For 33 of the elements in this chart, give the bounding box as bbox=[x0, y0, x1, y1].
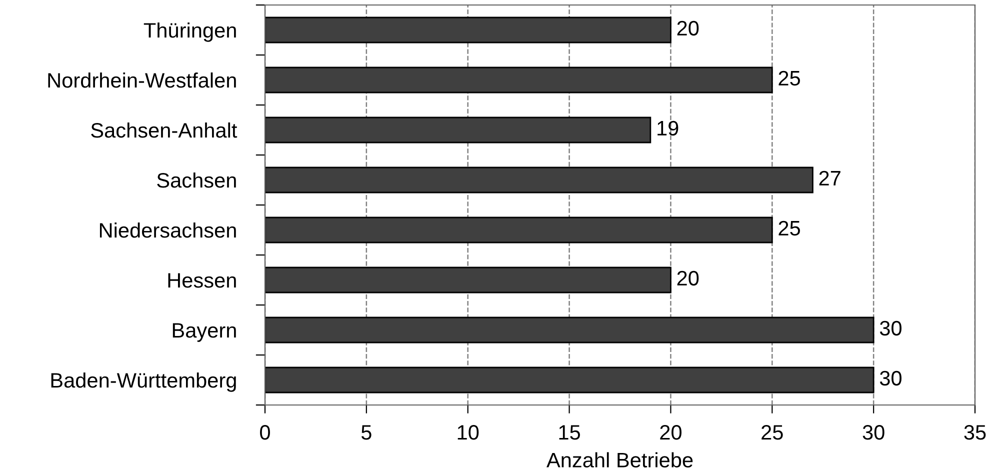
y-tick-label: Sachsen bbox=[157, 172, 236, 188]
x-tick-label: 15 bbox=[559, 425, 580, 440]
y-tick-label: Thüringen bbox=[144, 22, 236, 42]
data-label: 30 bbox=[880, 370, 902, 386]
x-tick-label: 0 bbox=[260, 424, 270, 440]
data-label: 30 bbox=[880, 320, 902, 336]
bar bbox=[265, 216, 773, 244]
x-tick-label: 25 bbox=[762, 424, 783, 440]
bar bbox=[265, 266, 672, 294]
bar bbox=[265, 316, 874, 344]
bar bbox=[265, 116, 652, 144]
x-tick-label: 30 bbox=[862, 424, 884, 440]
data-label: 25 bbox=[778, 70, 800, 86]
data-label: 20 bbox=[677, 20, 699, 36]
y-tick-label: Nordrhein-Westfalen bbox=[48, 72, 236, 88]
y-tick-label: Niedersachsen bbox=[100, 222, 236, 238]
bar bbox=[265, 66, 773, 94]
x-tick-label: 10 bbox=[458, 424, 479, 440]
data-label: 27 bbox=[819, 170, 840, 186]
x-tick-label: 20 bbox=[660, 424, 682, 440]
x-tick-label: 35 bbox=[964, 424, 986, 440]
data-label: 19 bbox=[658, 120, 678, 136]
data-label: 25 bbox=[778, 220, 800, 236]
x-tick-label: 5 bbox=[361, 425, 372, 440]
data-label: 20 bbox=[677, 270, 699, 286]
x-axis-title: Anzahl Betriebe bbox=[546, 452, 693, 468]
y-tick-label: Hessen bbox=[168, 273, 236, 288]
bar bbox=[265, 166, 814, 194]
bar bbox=[265, 366, 874, 394]
bar bbox=[265, 16, 672, 44]
y-tick-label: Baden-Württemberg bbox=[51, 372, 236, 392]
y-tick-label: Bayern bbox=[172, 323, 236, 342]
y-tick-label: Sachsen-Anhalt bbox=[91, 122, 238, 138]
